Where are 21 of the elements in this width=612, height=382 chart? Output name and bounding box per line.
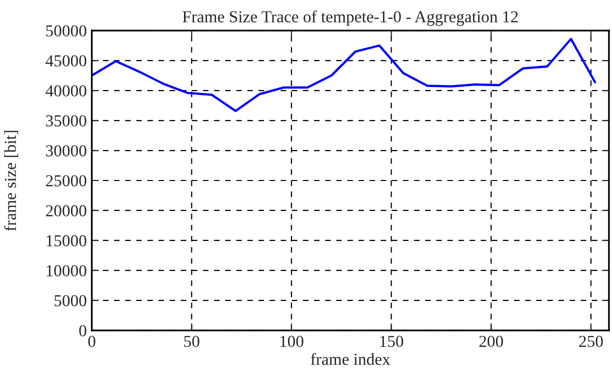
- y-tick-label: 10000: [46, 265, 86, 276]
- y-axis-title: frame size [bit]: [4, 130, 18, 231]
- x-tick-label: 0: [88, 336, 96, 348]
- x-tick-label: 200: [479, 336, 503, 348]
- x-tick-label: 250: [579, 336, 603, 348]
- y-tick-label: 0: [79, 325, 86, 336]
- y-tick-label: 25000: [46, 175, 86, 186]
- y-tick-label: 45000: [46, 55, 86, 66]
- chart-title: Frame Size Trace of tempete-1-0 - Aggregation 12: [182, 10, 518, 26]
- line-series: [92, 38, 596, 112]
- x-tick-label: 150: [380, 336, 404, 348]
- y-tick-label: 35000: [46, 115, 86, 126]
- y-tick-label: 40000: [46, 85, 86, 96]
- y-tick-label: 20000: [46, 205, 86, 216]
- y-tick-label: 15000: [46, 235, 86, 246]
- x-axis-title: frame index: [310, 353, 390, 365]
- y-tick-label: 50000: [46, 25, 86, 37]
- x-tick-label: 50: [184, 336, 200, 348]
- y-tick-label: 5000: [54, 295, 86, 306]
- x-tick-label: 100: [280, 336, 304, 348]
- y-tick-label: 30000: [46, 145, 86, 156]
